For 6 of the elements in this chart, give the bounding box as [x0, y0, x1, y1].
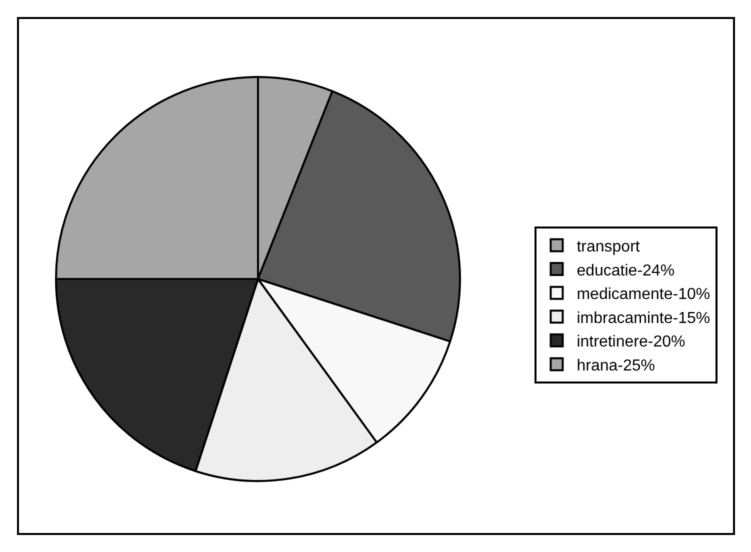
legend-label: educatie-24%	[576, 262, 675, 280]
legend-label: imbracaminte-15%	[576, 310, 710, 327]
legend-label: transport	[576, 238, 640, 256]
legend-label: intretinere-20%	[576, 334, 686, 351]
legend-label: hrana-25%	[576, 357, 655, 374]
legend-label: medicamente-10%	[576, 286, 710, 304]
